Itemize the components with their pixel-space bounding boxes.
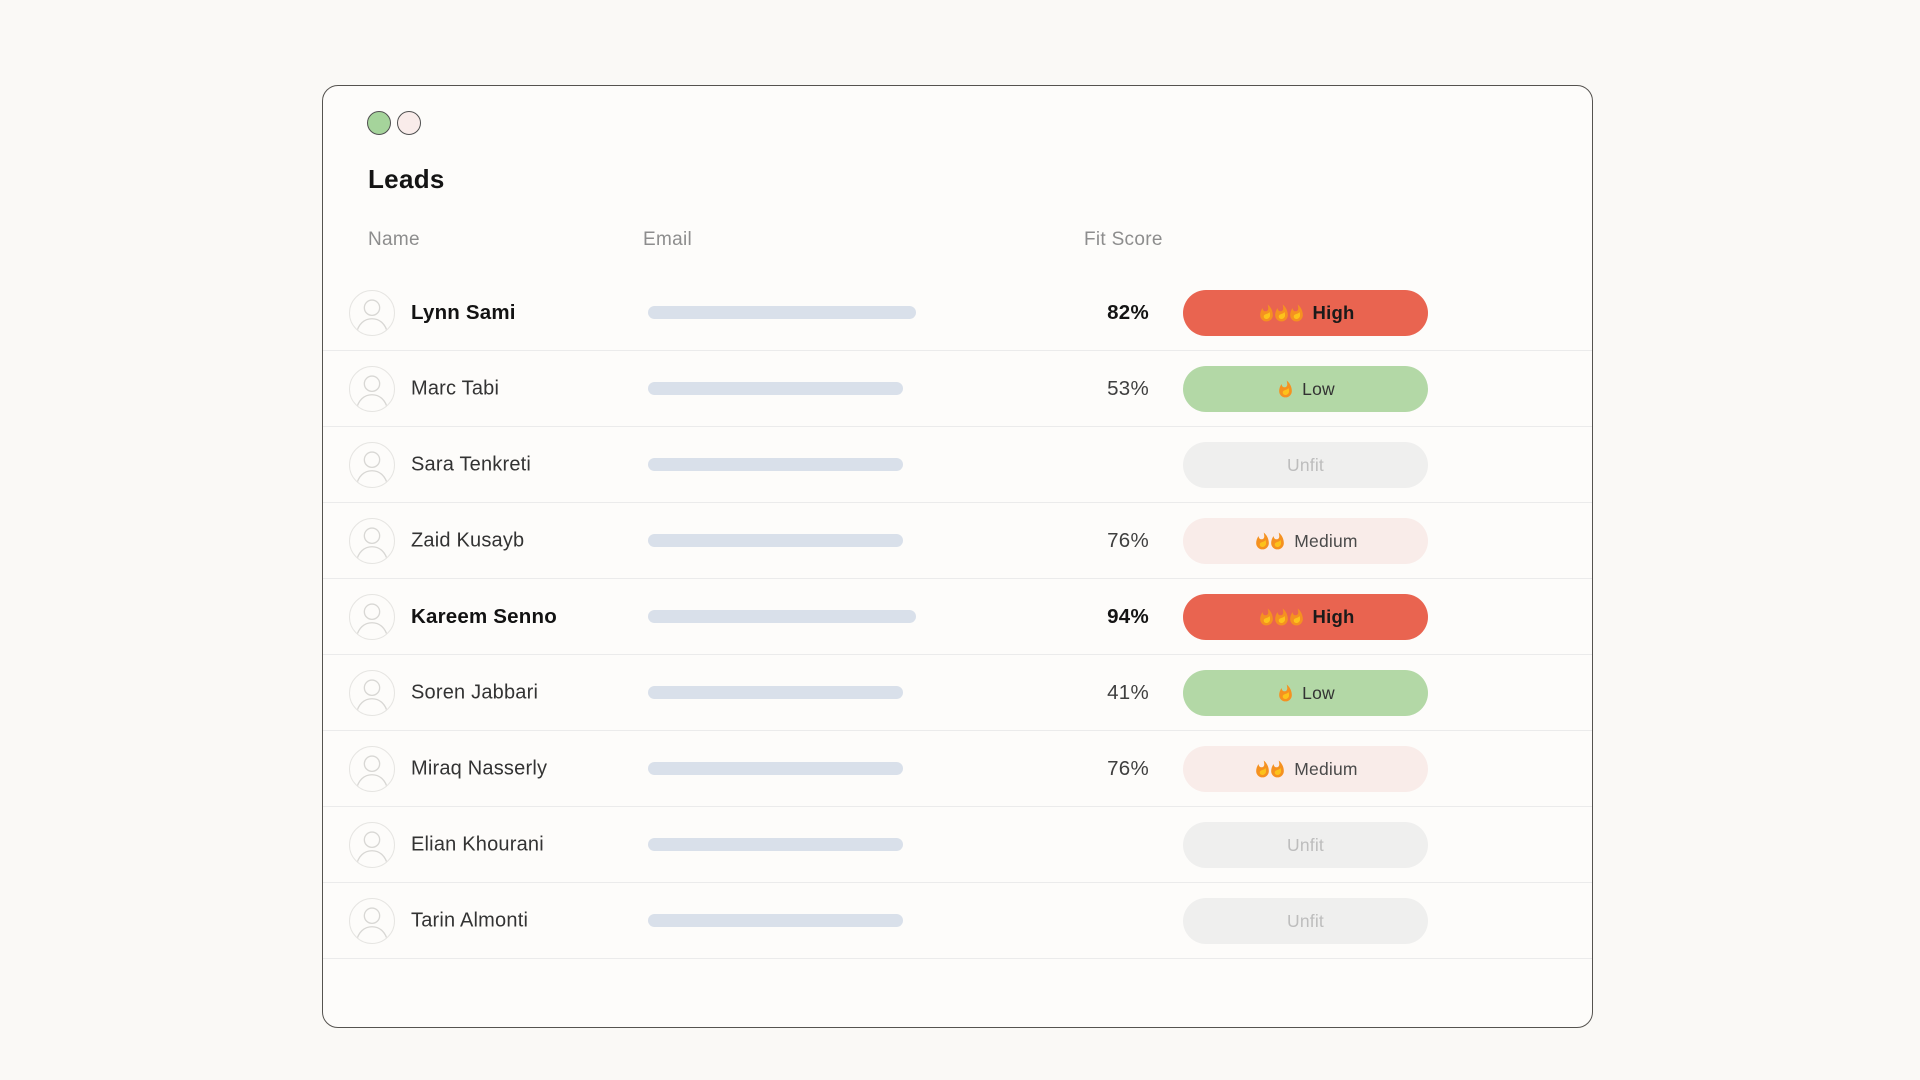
- flames: [1276, 684, 1295, 703]
- badge-label: Medium: [1294, 530, 1358, 551]
- leads-window: Leads Name Email Fit Score Lynn Sami 82%…: [322, 85, 1593, 1028]
- avatar: [349, 290, 395, 336]
- avatar: [349, 670, 395, 716]
- avatar: [349, 594, 395, 640]
- leads-table: Lynn Sami 82% High Marc Tabi 53%: [323, 275, 1592, 959]
- badge-label: High: [1312, 302, 1355, 323]
- table-row[interactable]: Lynn Sami 82% High: [323, 275, 1592, 351]
- table-row[interactable]: Marc Tabi 53% Low: [323, 351, 1592, 427]
- flames: [1276, 380, 1295, 399]
- fit-score-badge[interactable]: High: [1183, 290, 1428, 336]
- email-placeholder-bar: [648, 686, 903, 699]
- fit-score-badge[interactable]: Low: [1183, 366, 1428, 412]
- fit-score-badge[interactable]: Unfit: [1183, 822, 1428, 868]
- table-row[interactable]: Sara Tenkreti Unfit: [323, 427, 1592, 503]
- window-controls: [367, 111, 421, 135]
- email-placeholder-bar: [648, 306, 916, 319]
- avatar: [349, 822, 395, 868]
- column-header-fit-score: Fit Score: [1084, 229, 1163, 250]
- column-header-email: Email: [643, 229, 693, 250]
- lead-name: Lynn Sami: [411, 300, 516, 324]
- flame-icon: [1279, 684, 1292, 701]
- fit-score-badge[interactable]: Unfit: [1183, 442, 1428, 488]
- flames: [1257, 608, 1306, 627]
- person-icon: [355, 375, 389, 411]
- flames: [1257, 304, 1306, 323]
- flame-icon: [1271, 532, 1285, 549]
- person-icon: [355, 451, 389, 487]
- flame-icon: [1256, 532, 1270, 549]
- fit-score-badge[interactable]: Medium: [1183, 746, 1428, 792]
- fit-score-percent: 76%: [1107, 528, 1149, 552]
- fit-score-badge[interactable]: Low: [1183, 670, 1428, 716]
- flame-icon: [1271, 760, 1285, 777]
- flame-icon: [1259, 304, 1273, 321]
- table-row[interactable]: Zaid Kusayb 76% Medium: [323, 503, 1592, 579]
- person-icon: [355, 831, 389, 867]
- badge-label: Low: [1302, 378, 1335, 399]
- email-placeholder-bar: [648, 762, 903, 775]
- fit-score-percent: 53%: [1107, 376, 1149, 400]
- avatar: [349, 898, 395, 944]
- avatar: [349, 442, 395, 488]
- badge-label: Unfit: [1287, 454, 1324, 475]
- flame-icon: [1274, 608, 1288, 625]
- lead-name: Kareem Senno: [411, 604, 557, 628]
- fit-score-percent: 82%: [1107, 300, 1149, 324]
- badge-label: High: [1312, 606, 1355, 627]
- table-row[interactable]: Kareem Senno 94% High: [323, 579, 1592, 655]
- person-icon: [355, 679, 389, 715]
- fit-score-percent: 41%: [1107, 680, 1149, 704]
- fit-score-percent: 94%: [1107, 604, 1149, 628]
- flame-icon: [1279, 380, 1292, 397]
- person-icon: [355, 299, 389, 335]
- person-icon: [355, 755, 389, 791]
- lead-name: Sara Tenkreti: [411, 453, 532, 475]
- email-placeholder-bar: [648, 458, 903, 471]
- email-placeholder-bar: [648, 382, 903, 395]
- avatar: [349, 518, 395, 564]
- lead-name: Miraq Nasserly: [411, 757, 548, 779]
- fit-score-badge[interactable]: Medium: [1183, 518, 1428, 564]
- table-row[interactable]: Elian Khourani Unfit: [323, 807, 1592, 883]
- person-icon: [355, 603, 389, 639]
- email-placeholder-bar: [648, 838, 903, 851]
- email-placeholder-bar: [648, 610, 916, 623]
- person-icon: [355, 527, 389, 563]
- badge-label: Unfit: [1287, 910, 1324, 931]
- lead-name: Elian Khourani: [411, 833, 544, 855]
- person-icon: [355, 907, 389, 943]
- flame-icon: [1256, 760, 1270, 777]
- page-title: Leads: [368, 164, 445, 194]
- fit-score-percent: 76%: [1107, 756, 1149, 780]
- table-row[interactable]: Soren Jabbari 41% Low: [323, 655, 1592, 731]
- lead-name: Soren Jabbari: [411, 681, 539, 703]
- window-dot-pink[interactable]: [397, 111, 421, 135]
- flame-icon: [1289, 608, 1303, 625]
- avatar: [349, 366, 395, 412]
- table-header: Name Email Fit Score: [323, 229, 1592, 251]
- avatar: [349, 746, 395, 792]
- badge-label: Unfit: [1287, 834, 1324, 855]
- flame-icon: [1274, 304, 1288, 321]
- lead-name: Marc Tabi: [411, 377, 500, 399]
- flames: [1253, 760, 1287, 779]
- column-header-name: Name: [368, 229, 420, 250]
- flame-icon: [1289, 304, 1303, 321]
- badge-label: Low: [1302, 682, 1335, 703]
- email-placeholder-bar: [648, 914, 903, 927]
- email-placeholder-bar: [648, 534, 903, 547]
- window-dot-green[interactable]: [367, 111, 391, 135]
- fit-score-badge[interactable]: High: [1183, 594, 1428, 640]
- flame-icon: [1259, 608, 1273, 625]
- lead-name: Tarin Almonti: [411, 909, 529, 931]
- flames: [1253, 532, 1287, 551]
- lead-name: Zaid Kusayb: [411, 529, 525, 551]
- table-row[interactable]: Miraq Nasserly 76% Medium: [323, 731, 1592, 807]
- badge-label: Medium: [1294, 758, 1358, 779]
- table-row[interactable]: Tarin Almonti Unfit: [323, 883, 1592, 959]
- fit-score-badge[interactable]: Unfit: [1183, 898, 1428, 944]
